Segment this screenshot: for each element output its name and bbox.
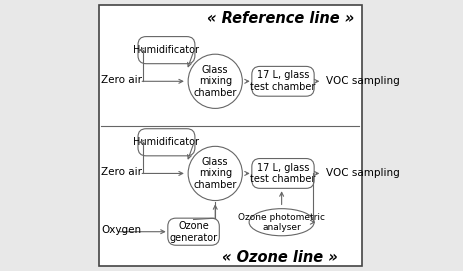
Text: 17 L, glass
test chamber: 17 L, glass test chamber [250, 70, 316, 92]
FancyBboxPatch shape [252, 66, 314, 96]
Text: VOC sampling: VOC sampling [326, 76, 400, 86]
Text: Humidificator: Humidificator [133, 45, 200, 55]
FancyBboxPatch shape [138, 37, 195, 64]
Text: Ozone
generator: Ozone generator [169, 221, 218, 243]
Circle shape [188, 54, 242, 108]
Text: Zero air: Zero air [101, 75, 143, 85]
Text: « Reference line »: « Reference line » [206, 11, 354, 27]
Text: Oxygen: Oxygen [101, 225, 142, 235]
Text: VOC sampling: VOC sampling [326, 169, 400, 178]
Circle shape [188, 146, 242, 201]
FancyBboxPatch shape [138, 129, 195, 156]
Text: 17 L, glass
test chamber: 17 L, glass test chamber [250, 163, 316, 184]
Ellipse shape [249, 209, 314, 236]
Text: Humidificator: Humidificator [133, 137, 200, 147]
Text: Glass
mixing
chamber: Glass mixing chamber [194, 65, 237, 98]
Text: Zero air: Zero air [101, 167, 143, 177]
FancyBboxPatch shape [99, 5, 362, 266]
FancyBboxPatch shape [168, 218, 219, 245]
Text: « Ozone line »: « Ozone line » [222, 250, 338, 265]
FancyBboxPatch shape [252, 159, 314, 188]
Text: Ozone photometric
analyser: Ozone photometric analyser [238, 212, 325, 232]
Text: Glass
mixing
chamber: Glass mixing chamber [194, 157, 237, 190]
